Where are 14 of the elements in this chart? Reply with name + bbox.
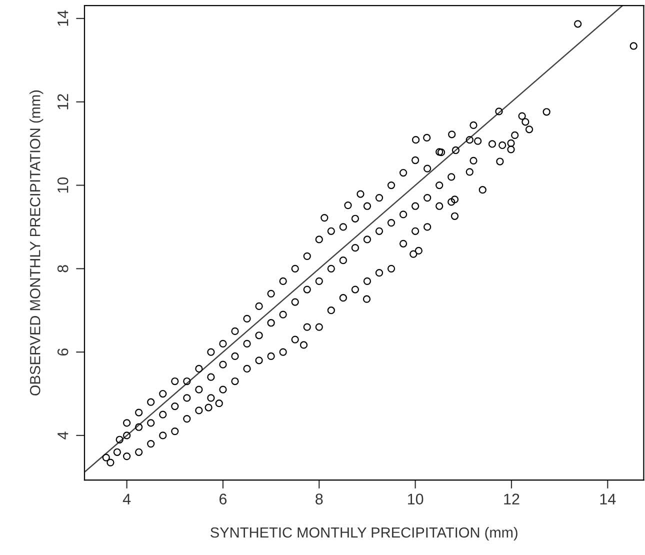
y-axis-title: OBSERVED MONTHLY PRECIPITATION (mm) [30,90,44,396]
y-tick-label: 6 [57,348,68,356]
x-tick-label: 6 [220,494,227,504]
x-tick-label: 8 [316,494,323,504]
y-tick-label: 4 [58,432,68,440]
x-tick-label: 4 [122,494,131,504]
y-tick-label: 14 [58,10,68,26]
y-tick-label: 10 [57,177,68,193]
x-tick-label: 12 [504,494,520,504]
y-tick-label: 12 [57,94,68,110]
x-axis-title: SYNTHETIC MONTHLY PRECIPITATION (mm) [210,526,518,541]
x-tick-label: 10 [408,494,424,504]
y-tick-label: 8 [57,265,68,272]
x-tick-label: 14 [600,494,616,504]
